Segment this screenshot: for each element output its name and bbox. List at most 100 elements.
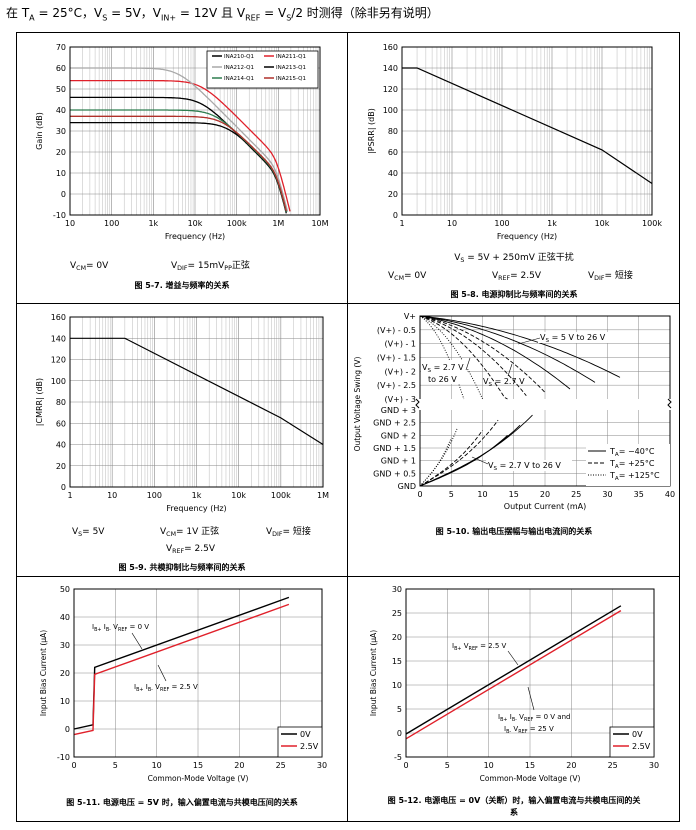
swing-bottom-curve (419, 430, 483, 487)
x-tick-label: 5 (113, 761, 118, 770)
condition-vdif-part: V (171, 261, 178, 271)
annot-bg (421, 360, 467, 384)
annot-vref-2p5-part: V (153, 683, 160, 691)
condition-vdif-part: DIF (594, 275, 605, 282)
y-tick-label: GND + 0.5 (373, 469, 416, 478)
y-tick-label: 40 (56, 441, 66, 450)
y-tick-label: 60 (388, 148, 398, 157)
annot-vref-0-and-part: = 0 V and (533, 713, 570, 721)
annot-vs-2p7-26-part: V (488, 461, 494, 470)
legend-entry-part: = +125°C (619, 471, 660, 480)
annot-vs-5-26-part: S (545, 338, 549, 344)
annot-vs-2p7-part: = 2.7 V (431, 363, 464, 372)
legend-entry: INA213-Q1 (276, 65, 306, 71)
annot-vref-2p5-part: I (452, 642, 454, 650)
condition-vs-part: V (72, 527, 79, 537)
annot-leader (517, 337, 541, 345)
x-tick-label: 0 (417, 490, 422, 499)
ib0-series-2.5V (405, 609, 622, 740)
x-tick-label: 25 (571, 490, 581, 499)
condition-vcm-part: V (388, 271, 395, 281)
annot-leader (507, 650, 519, 666)
y-tick-label: GND + 3 (381, 406, 416, 415)
condition-vdif-part: PP (224, 265, 232, 272)
x-tick-label: 10 (152, 761, 162, 770)
annot-vs-2p7-part: S (427, 368, 431, 374)
x-axis-label: Output Current (mA) (504, 502, 586, 511)
legend-entry: INA211-Q1 (276, 54, 306, 60)
x-tick-label: 15 (509, 490, 519, 499)
x-tick-label: 1 (67, 491, 72, 500)
plot-frame (69, 316, 324, 488)
condition-vs-part: = 5V (82, 527, 105, 537)
gain-series-INA212-Q1 (70, 67, 289, 212)
annot-vs-5-26-part: V (540, 333, 546, 342)
annot-vref-25-part: V (511, 725, 518, 733)
y-tick-label: 120 (383, 85, 398, 94)
annot-vref-2p5: IB+ IB- VREF = 2.5 V (134, 683, 198, 693)
condition-vdif: VDIF= 短接 (266, 525, 311, 538)
y-tick-label: 20 (60, 669, 70, 678)
condition-vcm-part: CM (394, 275, 404, 282)
condition-vs-part: V (454, 253, 461, 263)
condition-vdif-part: 正弦 (232, 259, 250, 271)
y-tick-label: 80 (388, 127, 398, 136)
condition-vdif: VDIF= 短接 (588, 269, 633, 282)
legend-entry: 2.5V (300, 742, 319, 751)
y-tick-label: 120 (51, 356, 66, 365)
y-tick-label: (V+) - 2 (385, 367, 416, 376)
annot-bg (486, 460, 572, 471)
annot-vref-25-part: REF (518, 729, 527, 735)
plot-frame (69, 46, 321, 216)
annot-leader (157, 664, 167, 682)
x-tick-label: 1k (192, 491, 202, 500)
x-tick-label: 10 (447, 219, 457, 228)
condition-vdif-part: = 15mV (188, 261, 226, 271)
x-tick-label: 10k (231, 491, 246, 500)
x-tick-label: 10 (107, 491, 117, 500)
x-tick-label: 10M (311, 219, 328, 228)
y-tick-label: (V+) - 1 (385, 340, 416, 349)
legend-entry: 2.5V (632, 742, 651, 751)
plot-frame (405, 588, 655, 758)
figure-caption: 图 5-10. 输出电压摆幅与输出电流间的关系 (436, 526, 593, 536)
swing-bottom-curve (419, 437, 452, 487)
legend-box (277, 726, 323, 758)
y-tick-label: 60 (56, 64, 66, 73)
annot-vref-0-and-part: V (517, 713, 524, 721)
condition-vcm-part: V (160, 527, 167, 537)
annot-vs-5-26-part: = 5 V to 26 V (549, 333, 606, 342)
condition-vref: VREF= 2.5V (492, 271, 542, 282)
x-tick-label: 1k (547, 219, 557, 228)
x-tick-label: 100 (147, 491, 162, 500)
legend-entry: 0V (632, 730, 643, 739)
grid-divider-vertical (347, 32, 348, 822)
condition-vcm-part: = 1V 正弦 (176, 525, 219, 537)
legend-entry-part: A (615, 452, 619, 458)
swing-bottom-curve (419, 419, 499, 487)
x-tick-label: 100 (494, 219, 509, 228)
x-tick-label: 100k (227, 219, 247, 228)
condition-vs-part: S (78, 531, 82, 538)
annot-vref-2p5-part: REF (469, 646, 478, 652)
x-axis-label: Common-Mode Voltage (V) (148, 774, 249, 783)
annot-vref-25-part: B- (506, 729, 511, 735)
annot-vref-25: IB- VREF = 25 V (504, 725, 554, 735)
cmrr-series (70, 337, 324, 446)
legend-entry: INA215-Q1 (276, 76, 306, 82)
x-tick-label: 10 (477, 490, 487, 499)
y-tick-label: 40 (60, 613, 70, 622)
figure-caption: 图 5-9. 共模抑制比与频率间的关系 (118, 562, 245, 572)
x-tick-label: 10k (595, 219, 610, 228)
condition-vref-part: V (492, 271, 499, 281)
x-tick-label: 30 (317, 761, 327, 770)
x-tick-label: 1 (399, 219, 404, 228)
annot-vref-0-and-part: I (498, 713, 500, 721)
x-tick-label: 10 (65, 219, 75, 228)
condition-vcm-part: V (70, 261, 77, 271)
annot-vs-2p7-b-part: = 2.7 V (492, 377, 525, 386)
annot-vs-2p7-part: V (422, 363, 428, 372)
swing-bottom-curve (419, 424, 521, 487)
annot-vref-0-and-part: B- (512, 717, 517, 723)
